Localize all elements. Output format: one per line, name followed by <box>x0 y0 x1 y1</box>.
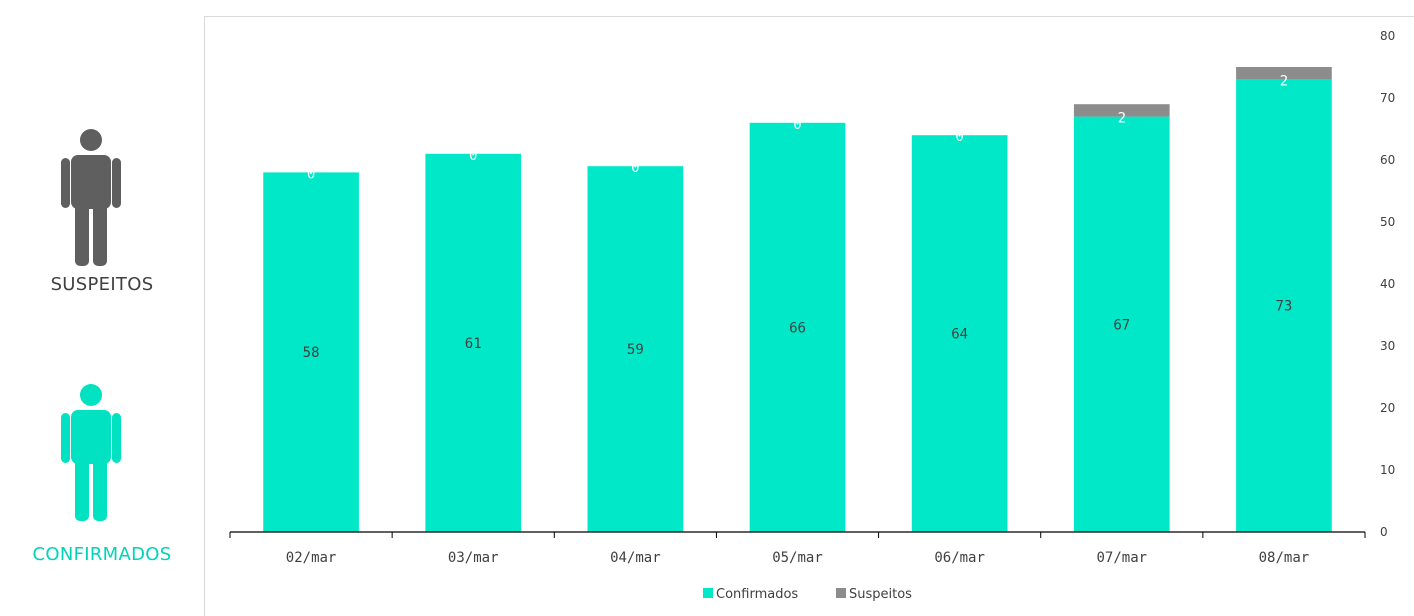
y-axis-ticks: 0 10 20 30 40 50 60 70 80 <box>1380 29 1395 539</box>
data-label-suspeitos: 0 <box>793 117 801 133</box>
y-tick-label: 20 <box>1380 401 1395 415</box>
legend-label: Confirmados <box>716 587 798 602</box>
x-tick-label: 02/mar <box>286 550 337 566</box>
bar-confirmados <box>263 172 359 532</box>
x-tick-label: 03/mar <box>448 550 499 566</box>
bar-confirmados <box>1236 79 1332 533</box>
x-tick-label: 05/mar <box>772 550 823 566</box>
y-tick-label: 60 <box>1380 153 1395 167</box>
x-tick-label: 07/mar <box>1096 550 1147 566</box>
data-label-suspeitos: 2 <box>1118 111 1126 127</box>
data-label-confirmados: 73 <box>1275 299 1292 315</box>
bar-suspeitos <box>1073 104 1170 117</box>
bar-confirmados <box>425 153 522 533</box>
person-icon <box>61 129 121 266</box>
data-label-confirmados: 59 <box>627 342 644 358</box>
bar-confirmados <box>911 135 1008 532</box>
data-label-confirmados: 67 <box>1113 317 1130 333</box>
x-axis: 02/mar 03/mar 04/mar 05/mar 06/mar 07/mar 08/m… <box>229 531 1366 566</box>
bar-confirmados <box>587 166 684 532</box>
side-panel: SUSPEITOS CONFIRMADOS <box>0 0 204 616</box>
legend-swatch <box>836 588 846 598</box>
y-tick-label: 70 <box>1380 91 1395 105</box>
bar-confirmados <box>1073 116 1170 532</box>
x-tick-label: 08/mar <box>1259 550 1310 566</box>
y-tick-label: 50 <box>1380 215 1395 229</box>
chart-frame <box>204 16 1414 616</box>
data-label-suspeitos: 0 <box>307 166 315 182</box>
bar-suspeitos <box>1236 67 1332 80</box>
data-label-confirmados: 61 <box>465 336 482 352</box>
suspeitos-label: SUSPEITOS <box>50 274 154 295</box>
data-label-suspeitos: 2 <box>1280 73 1288 89</box>
data-label-confirmados: 64 <box>951 327 968 343</box>
y-tick-label: 40 <box>1380 277 1395 291</box>
data-label-suspeitos: 0 <box>469 148 477 164</box>
data-label-suspeitos: 0 <box>631 160 639 176</box>
y-tick-label: 30 <box>1380 339 1395 353</box>
bars-group <box>263 67 1332 533</box>
data-labels-group: 58 0 61 0 59 0 66 0 64 0 67 2 73 2 <box>303 73 1293 361</box>
data-label-confirmados: 58 <box>303 345 320 361</box>
legend-swatch <box>703 588 713 598</box>
x-tick-label: 04/mar <box>610 550 661 566</box>
y-tick-label: 10 <box>1380 463 1395 477</box>
data-label-suspeitos: 0 <box>955 129 963 145</box>
confirmados-label: CONFIRMADOS <box>32 544 172 565</box>
legend: Confirmados Suspeitos <box>703 587 912 602</box>
legend-label: Suspeitos <box>849 587 912 602</box>
bar-confirmados <box>749 122 846 533</box>
x-tick-label: 06/mar <box>934 550 985 566</box>
data-label-confirmados: 66 <box>789 320 806 336</box>
person-icon <box>61 384 121 521</box>
y-tick-label: 80 <box>1380 29 1395 43</box>
y-tick-label: 0 <box>1380 525 1388 539</box>
